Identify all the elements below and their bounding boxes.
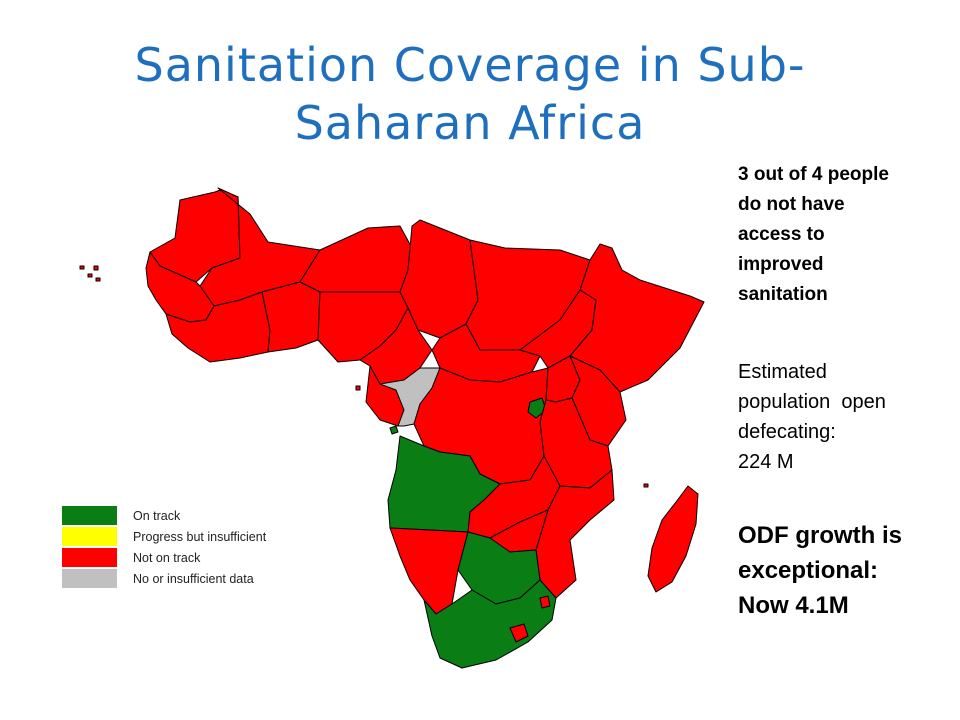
stat-line: defecating: (738, 421, 836, 443)
stat-line: Estimated (738, 361, 827, 383)
stat-line: ODF growth is (738, 522, 902, 549)
legend-swatch-not-on-track (62, 548, 117, 567)
region-comoros (643, 483, 649, 488)
stat-odf-growth: ODF growth is exceptional: Now 4.1M (738, 518, 948, 623)
region-sao-tome (355, 385, 361, 391)
legend-swatch-no-data (62, 569, 117, 588)
map-legend: On track Progress but insufficient Not o… (62, 505, 266, 589)
region-gulf-states (261, 281, 321, 353)
map-svg (79, 187, 705, 669)
stat-line: sanitation (738, 284, 828, 305)
region-swaziland (539, 595, 551, 609)
stat-line: access to (738, 224, 825, 245)
region-niger (299, 225, 413, 293)
legend-item: Not on track (62, 547, 266, 568)
legend-item: On track (62, 505, 266, 526)
stat-line: 224 M (738, 451, 794, 473)
title-line-1: Sanitation Coverage in Sub- (134, 38, 806, 92)
legend-label: On track (133, 508, 181, 523)
legend-swatch-progress (62, 527, 117, 546)
africa-map (60, 170, 720, 690)
stat-no-access: 3 out of 4 people do not have access to … (738, 160, 948, 310)
stat-line: do not have (738, 194, 845, 215)
stat-line: improved (738, 254, 824, 275)
region-rwanda (527, 397, 547, 419)
region-madagascar (647, 485, 699, 593)
stat-open-defecation: Estimated population open defecating: 22… (738, 357, 948, 477)
legend-label: Progress but insufficient (133, 529, 267, 544)
legend-label: Not on track (133, 550, 201, 565)
stat-line: exceptional: (738, 557, 879, 584)
legend-item: Progress but insufficient (62, 526, 266, 547)
slide-title: Sanitation Coverage in Sub- Saharan Afri… (80, 36, 860, 152)
region-horn (569, 243, 705, 393)
region-bioko (389, 425, 399, 435)
legend-label: No or insufficient data (133, 571, 254, 586)
stat-line: Now 4.1M (738, 592, 849, 619)
stat-line: 3 out of 4 people (738, 164, 889, 185)
title-line-2: Saharan Africa (294, 96, 646, 150)
stat-line: population open (738, 391, 886, 413)
region-south-africa (423, 579, 557, 669)
legend-swatch-on-track (62, 506, 117, 525)
region-cape-verde (79, 265, 101, 282)
legend-item: No or insufficient data (62, 568, 266, 589)
region-lesotho (509, 623, 529, 643)
